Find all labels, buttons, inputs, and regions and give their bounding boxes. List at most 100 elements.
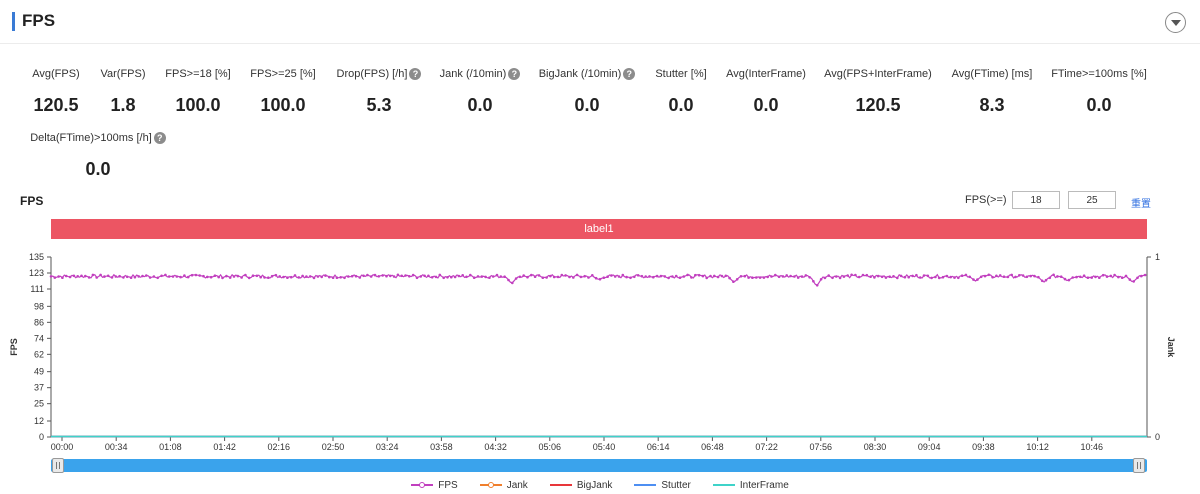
fps-threshold-input-1[interactable] [1012,191,1060,209]
metric-value: 0.0 [574,95,600,115]
metric-var-fps: Var(FPS) 1.8 [98,64,148,116]
metric-value: 0.0 [753,95,779,115]
fps-point [1010,273,1013,277]
x-tick-label: 00:00 [51,442,74,452]
fps-point [541,276,545,279]
fps-point [964,273,968,277]
slider-handle-left[interactable] [52,458,64,473]
fps-point [819,278,823,281]
help-icon[interactable]: ? [508,68,521,80]
metric-drop-fps: Drop(FPS) [/h]? 5.3 [333,64,425,116]
fps-point [659,274,663,278]
fps-point [998,274,1002,277]
legend-swatch-icon [411,480,434,490]
time-range-slider[interactable] [51,458,1147,473]
metric-label: FTime>=100ms [%] [1051,68,1147,80]
fps-series-group [49,273,1147,287]
y2-tick-label: 1 [1155,252,1160,262]
fps-point [1090,276,1093,279]
x-axis: 00:00 00:34 01:08 01:42 02:16 02:50 03:24 03:58… [51,436,1147,452]
metric-jank: Jank (/10min)? 0.0 [438,64,522,116]
fps-point [1067,278,1071,282]
fps-point [793,275,796,278]
help-icon[interactable]: ? [409,68,422,80]
fps-point [968,275,971,279]
fps-point [572,276,575,279]
fps-point [404,274,407,277]
fps-point [472,276,476,279]
fps-point [179,275,182,279]
legend-item-stutter[interactable]: Stutter [634,478,691,492]
fps-point [644,275,647,278]
fps-point [892,275,895,278]
fps-point [678,276,682,279]
fps-point [240,276,243,279]
fps-point [164,273,167,277]
fps-point [899,274,903,278]
fps-point [324,274,327,277]
help-icon[interactable]: ? [153,132,166,144]
metric-avg-fps: Avg(FPS) 120.5 [28,64,84,116]
fps-point [884,276,888,279]
fps-point [476,275,480,278]
collapse-button[interactable] [1165,12,1186,33]
fps-point [945,274,949,278]
fps-point [49,275,53,278]
fps-point [671,275,674,278]
legend-item-bigjank[interactable]: BigJank [549,478,612,492]
fps-point [350,274,354,278]
fps-point [339,276,343,279]
legend-item-fps[interactable]: FPS [411,478,458,492]
fps-point [167,275,171,278]
fps-point [293,274,297,277]
legend-swatch-icon [712,480,735,490]
fps-point [408,275,411,278]
fps-point [1094,275,1097,279]
fps-point [1040,279,1044,283]
fps-point [518,275,522,279]
fps-point [331,276,335,279]
metric-label: Avg(FTime) [ms] [951,68,1033,80]
fps-point [869,275,872,278]
fps-point [457,274,461,278]
fps-point [1071,276,1074,279]
fps-point [587,276,590,279]
fps-point [335,276,339,279]
fps-point [926,274,930,278]
x-tick-label: 03:58 [430,442,453,452]
fps-point [568,275,571,279]
fps-point [629,276,632,280]
fps-point [823,276,827,280]
fps-point [979,275,983,279]
fps-point [400,274,404,278]
legend-label: FPS [438,479,458,491]
fps-point [941,275,945,279]
fps-point [125,275,129,279]
fps-point [522,274,525,277]
metric-label: Stutter [%] [655,68,707,80]
fps-point [141,274,144,278]
fps-point [503,275,506,278]
reset-button[interactable]: 重置 [1131,199,1151,210]
label-band: label1 [51,219,1147,239]
fps-point [1105,275,1109,278]
legend-item-jank[interactable]: Jank [479,478,528,492]
y-tick-label: 123 [29,268,44,278]
fps-point [876,274,880,278]
slider-handle-right[interactable] [1133,458,1145,473]
y-tick-label: 98 [34,301,44,311]
fps-point [129,276,133,279]
legend-item-interframe[interactable]: InterFrame [712,478,789,492]
fps-threshold-input-2[interactable] [1068,191,1116,209]
fps-point [1140,274,1143,278]
fps-point [690,276,693,279]
help-icon[interactable]: ? [623,68,636,80]
metric-value: 0.0 [1086,95,1112,115]
y-axis-title: FPS [9,338,19,356]
fps-point [640,274,644,278]
fps-point [1044,278,1048,282]
fps-point [732,280,735,283]
fps-point [1002,275,1006,278]
fps-point [91,273,95,277]
fps-point [427,274,430,278]
